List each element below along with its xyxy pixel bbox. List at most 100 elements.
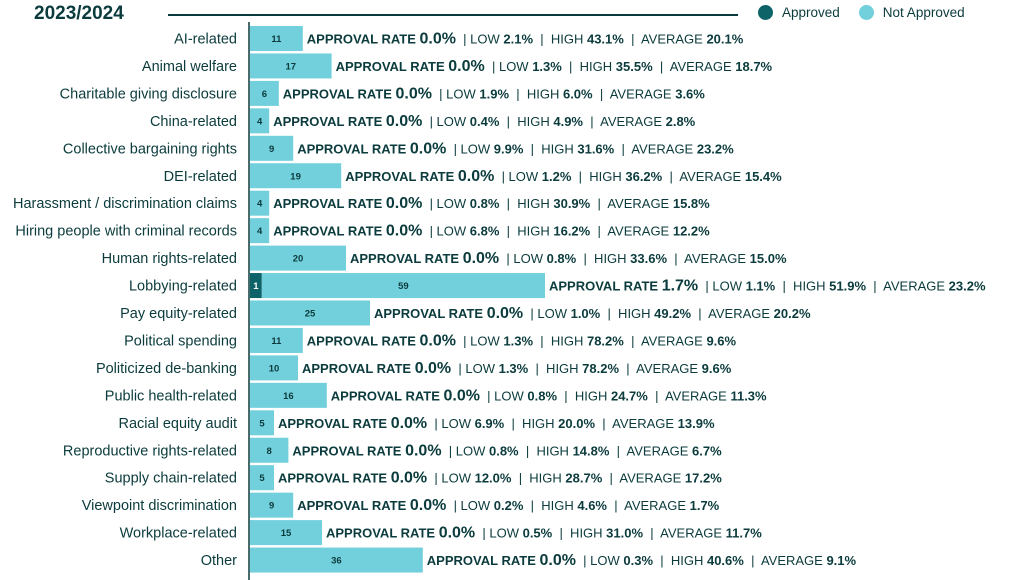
stats-label: APPROVAL RATE 0.0% | LOW 0.2% | HIGH 4.6… (297, 497, 719, 514)
category-label: Other (201, 553, 237, 569)
bar-row: China-related 4 APPROVAL RATE 0.0% | LOW 0… (150, 108, 696, 134)
bar-value-not-approved: 4 (257, 116, 263, 127)
legend-swatch-not-approved (858, 5, 874, 20)
legend: Approved Not Approved (758, 5, 984, 20)
legend-swatch-approved (758, 5, 773, 20)
bar-row: Viewpoint discrimination 9 APPROVAL RATE 0… (82, 492, 720, 518)
bar-value-not-approved: 25 (305, 309, 316, 320)
bar-not-approved (250, 300, 370, 326)
stats-label: APPROVAL RATE 0.0% | LOW 1.2% | HIGH 36.… (345, 168, 782, 185)
category-label: Collective bargaining rights (63, 141, 237, 157)
stats-label: APPROVAL RATE 1.7% | LOW 1.1% | HIGH 51.… (549, 278, 986, 295)
bar-value-not-approved: 17 (286, 61, 297, 72)
stats-label: APPROVAL RATE 0.0% | LOW 12.0% | HIGH 28… (278, 470, 722, 487)
bar-not-approved (250, 327, 303, 353)
category-label: Politicized de-banking (96, 361, 237, 377)
bar-row: Public health-related 16 APPROVAL RATE 0.0… (105, 382, 767, 408)
bar-not-approved (250, 135, 294, 161)
legend-label-approved: Approved (782, 5, 840, 20)
bar-row: Charitable giving disclosure 6 APPROVAL RA… (60, 80, 705, 106)
bar-value-not-approved: 19 (290, 171, 301, 182)
bar-row: Harassment / discrimination claims 4 APPRO… (13, 190, 710, 216)
stats-label: APPROVAL RATE 0.0% | LOW 1.3% | HIGH 35.… (336, 58, 773, 75)
bar-value-not-approved: 4 (257, 199, 263, 210)
legend-label-not-approved: Not Approved (882, 5, 965, 20)
bar-row: Political spending 11 APPROVAL RATE 0.0% |… (124, 327, 737, 353)
category-label: Workplace-related (120, 526, 237, 542)
bar-value-not-approved: 59 (398, 281, 409, 292)
category-label: Public health-related (105, 388, 237, 404)
bar-not-approved (250, 355, 298, 381)
category-label: Lobbying-related (129, 279, 237, 295)
bar-value-not-approved: 9 (269, 144, 274, 155)
stats-label: APPROVAL RATE 0.0% | LOW 0.8% | HIGH 14.… (292, 442, 722, 459)
legend-item-approved: Approved (758, 5, 840, 20)
stats-label: APPROVAL RATE 0.0% | LOW 9.9% | HIGH 31.… (297, 140, 734, 157)
stats-label: APPROVAL RATE 0.0% | LOW 0.8% | HIGH 30.… (273, 195, 710, 212)
bar-not-approved (250, 26, 303, 51)
bar-row: Collective bargaining rights 9 APPROVAL RA… (63, 135, 734, 161)
title-rule (168, 14, 738, 16)
bar-not-approved (250, 437, 289, 463)
category-label: Viewpoint discrimination (82, 498, 237, 514)
bar-row: DEI-related 19 APPROVAL RATE 0.0% | LOW 1.… (164, 163, 782, 189)
stats-label: APPROVAL RATE 0.0% | LOW 1.3% | HIGH 78.… (307, 332, 737, 349)
bar-not-approved (250, 108, 270, 134)
bar-approved (250, 273, 262, 299)
stats-label: APPROVAL RATE 0.0% | LOW 1.3% | HIGH 78.… (302, 360, 732, 377)
bar-value-not-approved: 16 (283, 391, 294, 402)
stats-label: APPROVAL RATE 0.0% | LOW 0.3% | HIGH 40.… (427, 552, 857, 569)
stats-label: APPROVAL RATE 0.0% | LOW 6.8% | HIGH 16.… (273, 223, 710, 240)
bar-not-approved (250, 218, 270, 244)
category-label: Political spending (124, 333, 237, 349)
category-label: Pay equity-related (120, 306, 237, 322)
bar-value-not-approved: 8 (267, 446, 272, 457)
bar-value-not-approved: 9 (269, 501, 274, 512)
bar-row: Lobbying-related 1 59 APPROVAL RATE 1.7% | … (129, 273, 986, 299)
category-label: Human rights-related (102, 251, 237, 267)
bar-not-approved (250, 410, 274, 436)
chart-title: 2023/2024 (34, 3, 124, 24)
stats-label: APPROVAL RATE 0.0% | LOW 0.8% | HIGH 33.… (350, 250, 787, 267)
stats-label: APPROVAL RATE 0.0% | LOW 1.9% | HIGH 6.0… (283, 85, 705, 102)
bar-not-approved (250, 53, 332, 79)
bar-not-approved (250, 382, 327, 408)
category-label: AI-related (174, 32, 237, 48)
bar-row: Racial equity audit 5 APPROVAL RATE 0.0% |… (119, 410, 715, 436)
bar-value-not-approved: 11 (271, 34, 282, 45)
category-label: Supply chain-related (105, 471, 237, 487)
bar-row: Hiring people with criminal records 4 APPR… (15, 218, 710, 244)
bar-value-not-approved: 11 (271, 336, 282, 347)
bar-not-approved (250, 80, 279, 106)
bar-not-approved (250, 492, 294, 518)
category-label: Reproductive rights-related (63, 443, 237, 459)
bar-value-not-approved: 15 (281, 528, 292, 539)
bar-row: Politicized de-banking 10 APPROVAL RATE 0.… (96, 355, 732, 381)
category-label: Hiring people with criminal records (15, 224, 237, 240)
bar-value-not-approved: 4 (257, 226, 263, 237)
bar-not-approved (250, 465, 274, 491)
bar-not-approved (250, 547, 423, 573)
bar-row: Other 36 APPROVAL RATE 0.0% | LOW 0.3% | H… (201, 547, 857, 573)
bar-not-approved (250, 163, 342, 189)
bar-value-approved: 1 (253, 281, 259, 292)
bar-not-approved (261, 273, 545, 299)
bar-value-not-approved: 5 (259, 418, 265, 429)
category-label: Racial equity audit (119, 416, 238, 432)
bar-row: Reproductive rights-related 8 APPROVAL RAT… (63, 437, 722, 463)
bar-row: Workplace-related 15 APPROVAL RATE 0.0% | … (120, 520, 762, 546)
bar-value-not-approved: 10 (269, 363, 280, 374)
bar-value-not-approved: 36 (331, 556, 342, 567)
bar-row: Supply chain-related 5 APPROVAL RATE 0.0% … (105, 465, 722, 491)
category-label: China-related (150, 114, 237, 130)
bar-value-not-approved: 6 (262, 89, 267, 100)
bar-row: AI-related 11 APPROVAL RATE 0.0% | LOW 2.1… (174, 26, 744, 51)
bar-row: Pay equity-related 25 APPROVAL RATE 0.0% |… (120, 300, 811, 326)
legend-item-not-approved: Not Approved (858, 5, 965, 20)
bar-row: Human rights-related 20 APPROVAL RATE 0.0%… (102, 245, 787, 271)
bar-not-approved (250, 190, 270, 216)
category-label: Animal welfare (142, 59, 237, 75)
stats-label: APPROVAL RATE 0.0% | LOW 0.8% | HIGH 24.… (331, 387, 767, 404)
category-label: Charitable giving disclosure (60, 86, 237, 102)
